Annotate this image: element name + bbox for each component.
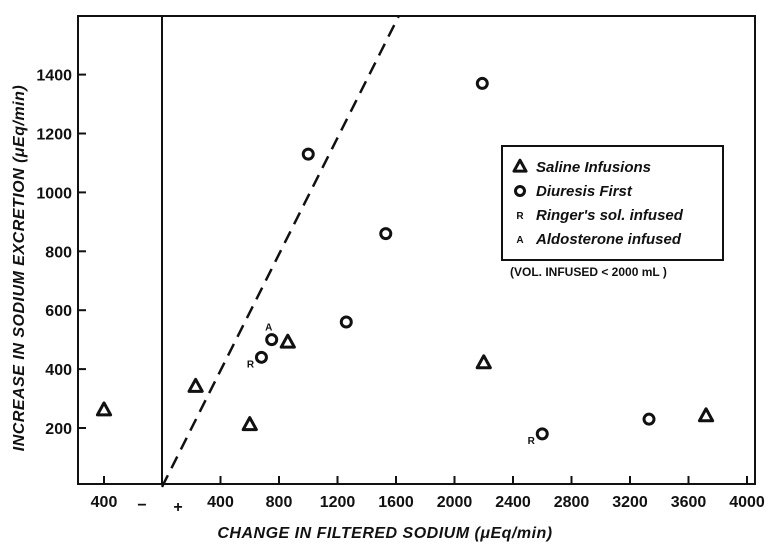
y-tick-label: 1200 [36,127,72,144]
x-tick-label: 800 [266,494,293,511]
legend-box [501,145,724,261]
x-tick-label: 1600 [378,494,414,511]
point-annotation-label: R [528,436,536,447]
circle-point [265,333,279,347]
y-axis-label: INCREASE IN SODIUM EXCRETION (μEq/min) [11,85,28,451]
x-tick-label: 2800 [554,494,590,511]
x-tick-label: 2000 [437,494,473,511]
legend-circle-icon [514,185,526,197]
y-tick-label: 1400 [36,68,72,85]
triangle-point [697,407,715,423]
triangle-point [475,354,492,370]
circle-point [475,76,489,90]
x-tick-label: 2400 [495,494,531,511]
x-axis-ticks: 400 − +400 800 1200 1600 2000 2400 2800 3200 3600 4… [91,476,765,516]
circle-point [535,427,549,441]
x-tick-label: 400 [91,494,118,511]
x-plus-sign: + [173,499,182,516]
legend-label: Aldosterone infused [535,231,682,248]
reference-line [160,15,401,488]
x-minus-sign: − [137,497,146,514]
triangle-point [241,416,258,432]
y-tick-label: 200 [45,421,72,438]
reference-dashed-line [160,15,401,488]
legend: Saline Infusions Diuresis First R Ringer's … [501,145,724,279]
legend-note: (VOL. INFUSED < 2000 mL ) [510,265,667,279]
y-tick-label: 600 [45,303,72,320]
y-axis-ticks: 200 400 600 800 1000 1200 1400 [36,68,86,438]
circle-point [254,350,268,364]
point-annotation-label: A [265,323,272,334]
legend-letter-icon: A [516,235,523,246]
x-tick-label: 400 [207,494,234,511]
y-tick-label: 800 [45,244,72,261]
x-tick-label: 4000 [729,494,765,511]
y-tick-label: 1000 [36,185,72,202]
plot-frame [77,15,756,485]
x-tick-label: 3200 [612,494,648,511]
legend-label: Saline Infusions [536,159,651,176]
circle-point [339,315,353,329]
triangle-point [95,401,113,417]
circle-point [642,412,656,426]
circle-point [379,227,393,241]
legend-label: Diuresis First [536,183,633,200]
point-annotation-label: R [247,359,255,370]
data-points: R A R [95,76,715,447]
x-tick-label: 1200 [320,494,356,511]
legend-letter-icon: R [516,211,524,222]
plot-border [77,15,756,485]
x-axis-label: CHANGE IN FILTERED SODIUM (μEq/min) [217,525,552,542]
circle-point [301,147,315,161]
x-tick-label: 3600 [671,494,707,511]
triangle-point [279,333,296,349]
legend-label: Ringer's sol. infused [536,207,684,224]
triangle-point [187,377,204,393]
y-tick-label: 400 [45,362,72,379]
legend-triangle-icon [512,158,528,173]
